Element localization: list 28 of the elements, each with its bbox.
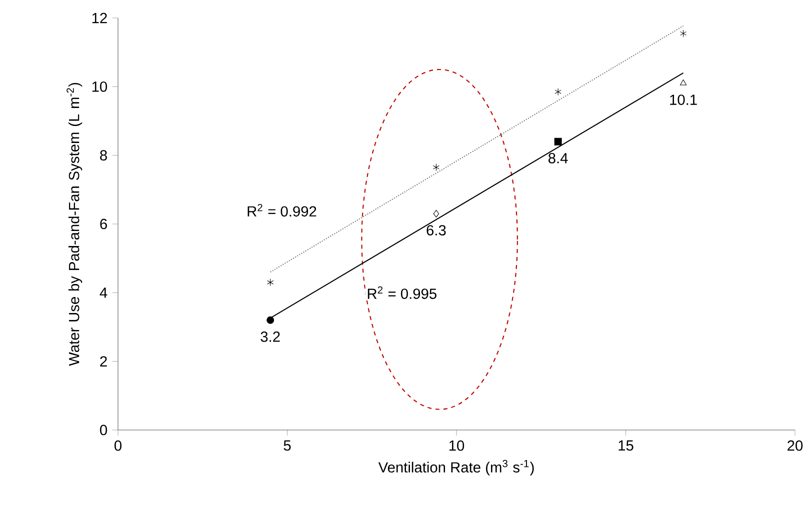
y-tick-label: 10: [92, 81, 108, 92]
point: [432, 164, 440, 172]
data-label: 8.4: [548, 152, 568, 164]
x-tick-label: 20: [788, 440, 803, 451]
x-tick-label: 10: [449, 440, 464, 451]
y-tick-label: 2: [100, 356, 107, 366]
point: [680, 79, 687, 86]
y-tick-label: 6: [100, 218, 107, 230]
y-tick-label: 8: [100, 150, 107, 161]
point: [266, 316, 274, 324]
x-tick-label: 5: [284, 440, 291, 451]
point: [267, 278, 274, 286]
y-tick-label: 4: [100, 288, 108, 298]
y-tick-label: 0: [100, 424, 108, 436]
point: [554, 138, 562, 146]
y-tick-label: 12: [92, 12, 107, 24]
point: [554, 88, 562, 96]
data-label: 6.3: [426, 225, 446, 236]
annotation: R$^{2}$ = 0.992: [248, 204, 316, 217]
point: [433, 210, 440, 218]
point: [680, 30, 687, 38]
x-tick-label: 15: [618, 440, 634, 451]
annotation: R$^{2}$ = 0.995: [368, 286, 436, 299]
x-axis-title: Ventilation Rate (m$^{3}$ s$^{-1}$): [378, 460, 534, 476]
data-label: 3.2: [260, 332, 280, 342]
x-tick-label: 0: [114, 440, 122, 451]
y-axis-title: Water Use by Pad-and-Fan System (L m$^{-2}$): [66, 82, 82, 366]
data-label: 10.1: [670, 94, 697, 105]
